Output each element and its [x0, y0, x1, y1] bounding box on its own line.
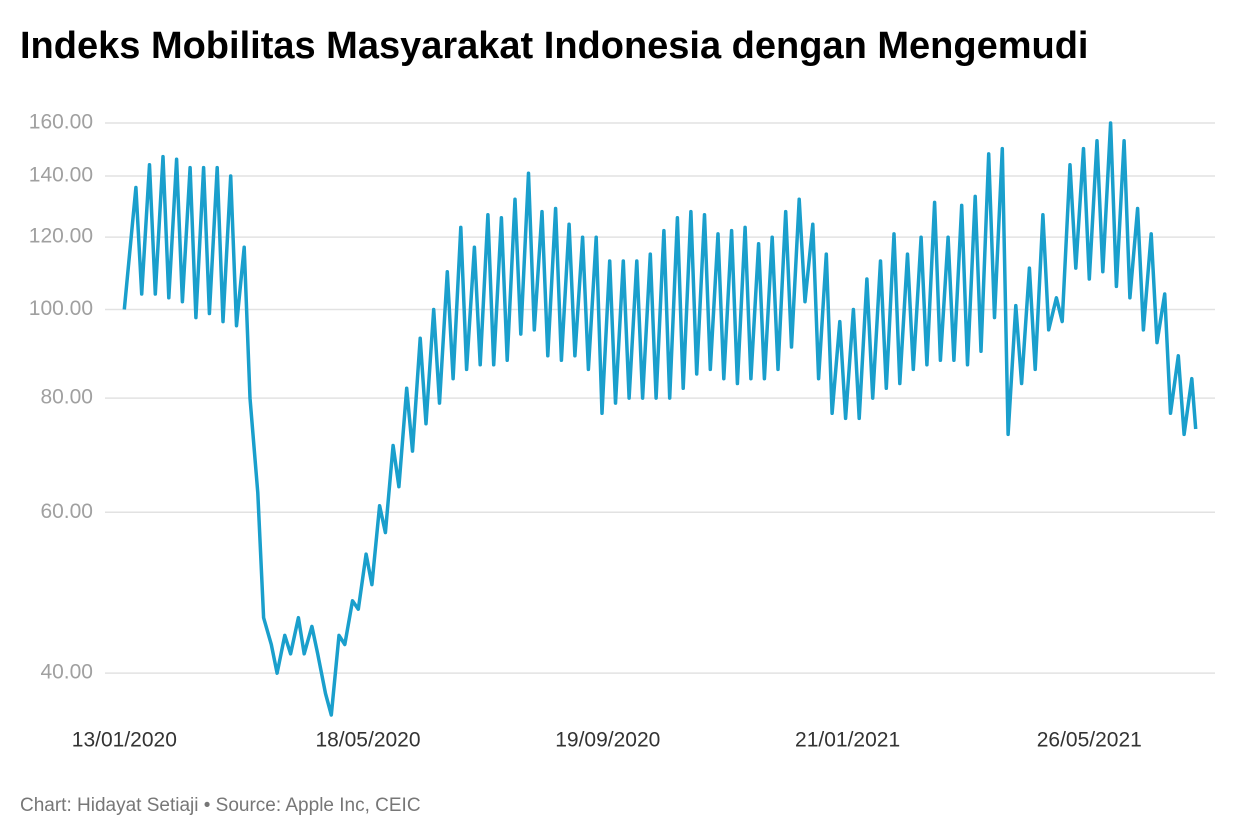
chart-footer: Chart: Hidayat Setiaji • Source: Apple I…	[20, 795, 421, 816]
x-tick-label: 13/01/2020	[72, 729, 177, 752]
y-tick-label: 60.00	[40, 500, 93, 523]
x-tick-label: 19/09/2020	[555, 729, 660, 752]
y-tick-label: 160.00	[29, 111, 93, 134]
x-tick-label: 21/01/2021	[795, 729, 900, 752]
y-tick-label: 100.00	[29, 297, 93, 320]
chart-title: Indeks Mobilitas Masyarakat Indonesia de…	[20, 25, 1088, 67]
y-tick-label: 40.00	[40, 661, 93, 684]
x-tick-label: 18/05/2020	[315, 729, 420, 752]
y-tick-label: 120.00	[29, 225, 93, 248]
data-line	[122, 121, 1198, 717]
y-tick-label: 80.00	[40, 386, 93, 409]
y-tick-label: 140.00	[29, 164, 93, 187]
x-tick-label: 26/05/2021	[1037, 729, 1142, 752]
